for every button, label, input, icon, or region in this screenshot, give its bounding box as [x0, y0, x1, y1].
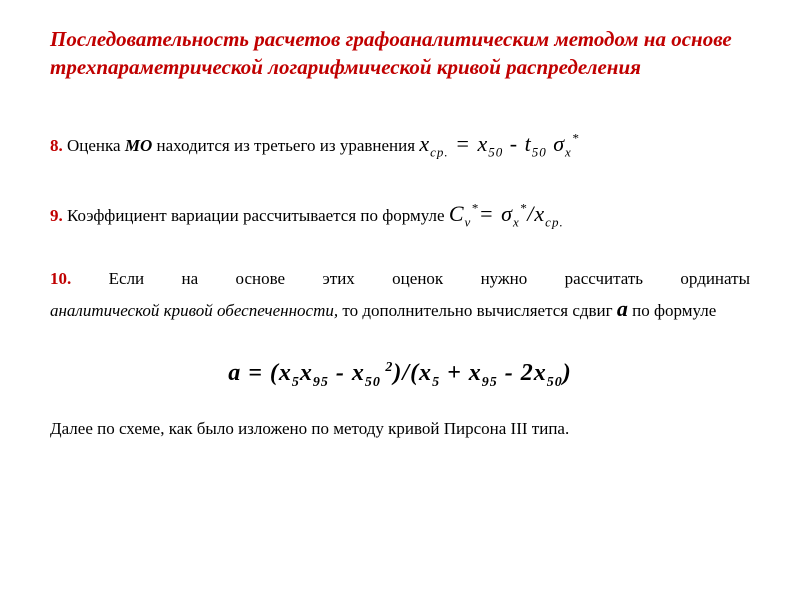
item-10-line3: по формуле [628, 301, 716, 320]
item-8-text-before: Оценка [63, 136, 125, 155]
shift-var-a: а [617, 296, 628, 321]
formula-8: xср. = x50 - t50 σx* [419, 131, 579, 156]
item-8-text-after: находится из третьего из уравнения [152, 136, 419, 155]
formula-9: Cv*= σx*/xср. [449, 201, 564, 226]
item-9: 9. Коэффициент вариации рассчитывается п… [50, 197, 750, 232]
final-text: Далее по схеме, как было изложено по мет… [50, 416, 750, 442]
formula-10: a = (x5x95 - x50 2)/(x5 + x95 - 2x50) [50, 360, 750, 391]
item-10-line2a: аналитической кривой обеспеченности, [50, 301, 338, 320]
item-9-text: Коэффициент вариации рассчитывается по ф… [63, 206, 449, 225]
item-8: 8. Оценка МО находится из третьего из ур… [50, 127, 750, 162]
item-10: 10. Если на основе этих оценок нужно рас… [50, 266, 750, 325]
slide-title: Последовательность расчетов графоаналити… [50, 25, 750, 82]
item-8-number: 8. [50, 136, 63, 155]
item-10-line2b: то дополнительно вычисляется сдвиг [338, 301, 617, 320]
item-10-number: 10. [50, 269, 71, 288]
item-9-number: 9. [50, 206, 63, 225]
item-10-line1: Если на основе этих оценок нужно рассчит… [71, 269, 750, 288]
mo-label: МО [125, 136, 152, 155]
